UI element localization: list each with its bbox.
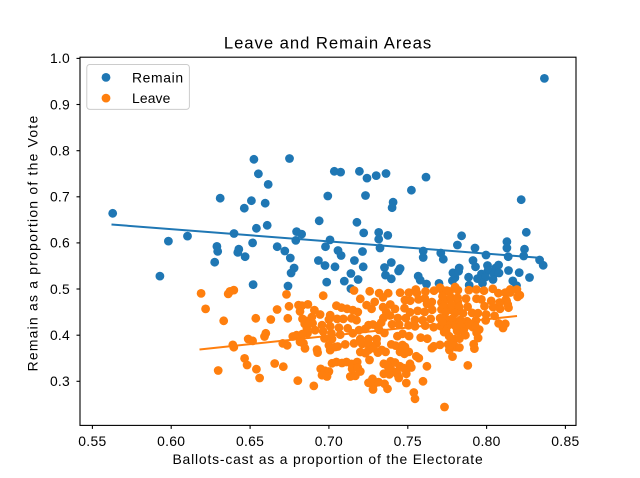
svg-text:0.70: 0.70 — [315, 433, 343, 449]
svg-text:0.65: 0.65 — [236, 433, 264, 449]
svg-text:0.4: 0.4 — [50, 327, 70, 343]
svg-text:Ballots-cast as a proportion o: Ballots-cast as a proportion of the Elec… — [172, 451, 483, 467]
svg-text:0.9: 0.9 — [50, 96, 70, 112]
svg-text:0.80: 0.80 — [472, 433, 500, 449]
svg-text:0.6: 0.6 — [50, 235, 70, 251]
svg-text:0.7: 0.7 — [50, 189, 70, 205]
svg-text:0.75: 0.75 — [394, 433, 422, 449]
svg-text:0.55: 0.55 — [78, 433, 106, 449]
svg-text:Remain: Remain — [132, 69, 184, 85]
svg-text:1.0: 1.0 — [50, 50, 70, 66]
svg-text:0.60: 0.60 — [157, 433, 185, 449]
svg-text:Leave and Remain Areas: Leave and Remain Areas — [224, 34, 432, 53]
svg-text:Leave: Leave — [132, 90, 171, 106]
svg-text:0.5: 0.5 — [50, 281, 70, 297]
svg-text:0.85: 0.85 — [551, 433, 579, 449]
svg-text:Remain as a proportion of the: Remain as a proportion of the Vote — [25, 115, 41, 372]
svg-text:0.8: 0.8 — [50, 143, 70, 159]
svg-text:0.3: 0.3 — [50, 373, 70, 389]
